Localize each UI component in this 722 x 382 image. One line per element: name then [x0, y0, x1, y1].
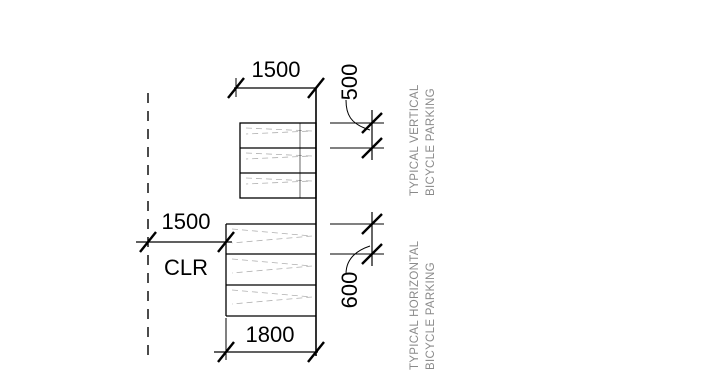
bottom-dimension: 1800 [214, 318, 325, 363]
horizontal-parking-note-line2: BICYCLE PARKING [425, 262, 437, 370]
vertical-spacing-dimension: 500 [330, 64, 384, 160]
top-width-label: 1500 [252, 57, 301, 82]
clearance-dimension: 1500 CLR [136, 209, 235, 280]
clearance-width-label: 1500 [162, 209, 211, 234]
horizontal-parking-note: TYPICAL HORIZONTAL BICYCLE PARKING [409, 240, 437, 370]
top-dimension: 1500 [227, 57, 325, 99]
horizontal-parking-note-line1: TYPICAL HORIZONTAL [409, 240, 421, 370]
horizontal-parking-stalls [225, 223, 316, 317]
bottom-width-label: 1800 [246, 322, 295, 347]
horizontal-spacing-dimension: 600 [330, 212, 384, 308]
horizontal-spacing-label: 600 [337, 272, 362, 309]
vertical-parking-note-line2: BICYCLE PARKING [425, 88, 437, 196]
clearance-clr-label: CLR [164, 255, 208, 280]
vertical-parking-stalls [239, 122, 317, 199]
vertical-parking-note: TYPICAL VERTICAL BICYCLE PARKING [409, 84, 437, 196]
vertical-spacing-label: 500 [337, 64, 362, 101]
vertical-parking-note-line1: TYPICAL VERTICAL [409, 84, 421, 196]
